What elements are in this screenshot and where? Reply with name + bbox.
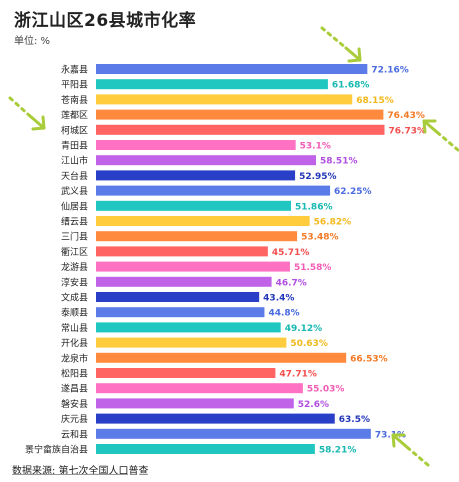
bar bbox=[96, 64, 368, 74]
category-labels: 永嘉县平阳县苍南县莲都区柯城区青田县江山市天台县武义县仙居县缙云县三门县衢江区龙… bbox=[25, 64, 88, 456]
value-label: 56.82% bbox=[314, 218, 352, 228]
value-label: 63.5% bbox=[339, 415, 370, 425]
bar bbox=[96, 444, 315, 454]
category-label: 磐安县 bbox=[61, 398, 88, 410]
bar bbox=[96, 200, 291, 211]
value-label: 76.73% bbox=[389, 126, 427, 136]
category-label: 淳安县 bbox=[61, 276, 88, 288]
value-label: 53.1% bbox=[300, 142, 331, 152]
highlight-arrows bbox=[8, 26, 459, 467]
value-label: 68.15% bbox=[356, 96, 394, 106]
value-label: 61.68% bbox=[332, 81, 370, 91]
value-label: 43.4% bbox=[263, 294, 294, 304]
value-labels: 72.16%61.68% 68.15% 76.43% 76.73% 53.1% 58.51… bbox=[263, 66, 426, 456]
value-label: 62.25% bbox=[334, 187, 372, 197]
category-label: 天台县 bbox=[61, 170, 88, 182]
arrow-left-icon bbox=[8, 96, 46, 131]
arrow-top-icon bbox=[320, 26, 362, 63]
value-label: 52.95% bbox=[299, 172, 337, 182]
chart-title: 浙江山区26县城市化率 bbox=[14, 11, 197, 31]
value-label: 47.71% bbox=[279, 370, 317, 380]
value-label: 51.86% bbox=[295, 202, 333, 212]
bar bbox=[96, 428, 371, 439]
value-label: 76.43% bbox=[387, 111, 425, 121]
bar bbox=[96, 155, 316, 166]
bar bbox=[96, 185, 331, 196]
value-label: 58.51% bbox=[320, 157, 358, 167]
category-label: 缙云县 bbox=[61, 216, 88, 228]
category-label: 衢江区 bbox=[61, 246, 88, 258]
value-label: 46.7% bbox=[276, 278, 307, 288]
bar bbox=[96, 337, 287, 348]
category-label: 开化县 bbox=[61, 337, 88, 349]
bars bbox=[96, 64, 385, 454]
data-source: 数据来源: 第七次全国人口普查 bbox=[12, 466, 149, 477]
bar bbox=[96, 79, 328, 90]
value-label: 45.71% bbox=[272, 248, 310, 258]
arrow-bottom-icon bbox=[391, 433, 430, 467]
bar bbox=[96, 170, 296, 181]
bar bbox=[96, 413, 335, 424]
value-label: 51.58% bbox=[294, 263, 332, 273]
value-label: 49.12% bbox=[285, 324, 323, 334]
category-label: 庆元县 bbox=[61, 413, 88, 425]
bar bbox=[96, 216, 310, 226]
category-label: 莲都区 bbox=[61, 109, 88, 121]
bar bbox=[96, 231, 298, 242]
source-underline bbox=[12, 474, 128, 475]
category-label: 三门县 bbox=[61, 231, 88, 243]
bar bbox=[96, 261, 290, 272]
bar bbox=[96, 246, 268, 257]
bar bbox=[96, 276, 272, 287]
category-label: 景宁畲族自治县 bbox=[25, 444, 88, 456]
bar bbox=[96, 322, 281, 333]
category-label: 江山市 bbox=[61, 155, 88, 167]
category-label: 龙游县 bbox=[61, 261, 88, 273]
category-label: 仙居县 bbox=[61, 200, 88, 212]
category-label: 永嘉县 bbox=[61, 64, 88, 76]
bar bbox=[96, 94, 353, 105]
category-label: 龙泉市 bbox=[61, 352, 88, 364]
value-label: 44.8% bbox=[268, 309, 299, 319]
bar bbox=[96, 140, 296, 150]
bar bbox=[96, 352, 347, 363]
value-label: 55.03% bbox=[307, 385, 345, 395]
bar bbox=[96, 307, 265, 318]
category-label: 平阳县 bbox=[61, 80, 88, 91]
category-label: 遂昌县 bbox=[61, 383, 88, 395]
value-label: 58.21% bbox=[319, 446, 357, 456]
value-label: 73.1% bbox=[375, 430, 406, 440]
category-label: 武义县 bbox=[61, 185, 88, 197]
bar bbox=[96, 124, 385, 135]
category-label: 常山县 bbox=[61, 322, 88, 334]
bar bbox=[96, 292, 260, 302]
value-label: 53.48% bbox=[301, 233, 339, 243]
category-label: 文成县 bbox=[61, 292, 88, 304]
category-label: 苍南县 bbox=[61, 94, 88, 106]
category-label: 松阳县 bbox=[61, 368, 88, 380]
bar bbox=[96, 109, 384, 120]
category-label: 青田县 bbox=[61, 140, 88, 152]
arrow-right-icon bbox=[422, 119, 459, 152]
bar bbox=[96, 383, 303, 394]
category-label: 泰顺县 bbox=[61, 307, 88, 319]
value-label: 50.63% bbox=[290, 339, 328, 349]
value-label: 66.53% bbox=[350, 354, 388, 364]
category-label: 云和县 bbox=[61, 429, 88, 440]
value-label: 72.16% bbox=[371, 66, 409, 76]
value-label: 52.6% bbox=[298, 400, 329, 410]
unit-label: 单位: % bbox=[14, 36, 51, 47]
category-label: 柯城区 bbox=[61, 124, 88, 136]
bar bbox=[96, 398, 294, 409]
bar bbox=[96, 368, 276, 378]
